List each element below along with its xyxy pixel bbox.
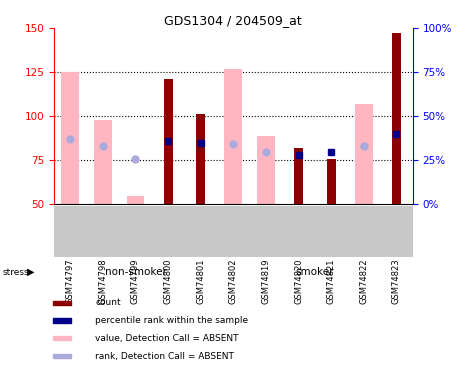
Bar (355, 104, 373, 204)
Bar (53, 318, 71, 322)
Bar (392, 33, 401, 204)
Bar (196, 114, 205, 204)
Text: stress: stress (2, 268, 29, 277)
Bar (61, 72, 79, 204)
Title: GDS1304 / 204509_at: GDS1304 / 204509_at (165, 14, 302, 27)
Text: smoker: smoker (295, 267, 334, 277)
Text: value, Detection Call = ABSENT: value, Detection Call = ABSENT (95, 334, 239, 343)
Bar (94, 120, 112, 204)
Text: percentile rank within the sample: percentile rank within the sample (95, 316, 248, 325)
Bar (294, 148, 303, 204)
Bar (164, 79, 173, 204)
Text: ▶: ▶ (27, 267, 35, 277)
Text: rank, Detection Call = ABSENT: rank, Detection Call = ABSENT (95, 352, 234, 361)
Bar (53, 336, 71, 340)
Bar (53, 301, 71, 305)
Bar (257, 136, 275, 204)
Text: count: count (95, 298, 121, 307)
Bar (326, 159, 336, 204)
Text: non-smoker: non-smoker (105, 267, 166, 277)
Bar (127, 196, 144, 204)
Bar (53, 354, 71, 358)
Bar (224, 69, 242, 204)
